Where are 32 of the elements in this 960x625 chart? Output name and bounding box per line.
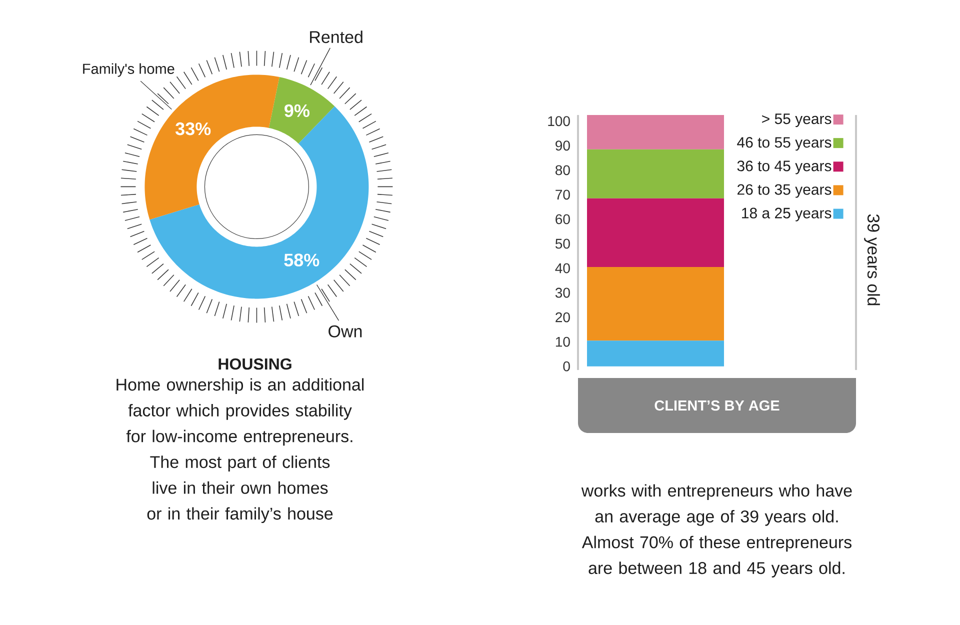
y-tick-label: 50 <box>555 238 570 249</box>
legend-label: 26 to 35 years <box>737 184 832 198</box>
y-tick-label: 30 <box>555 288 570 298</box>
y-tick-label: 60 <box>556 214 570 224</box>
y-tick-label: 80 <box>556 165 570 176</box>
text: HOUSING <box>218 358 292 370</box>
slice-label: Own <box>328 325 362 338</box>
legend-label: > 55 years <box>762 114 832 128</box>
y-tick-label: 10 <box>556 336 570 347</box>
legend-label: 18 a 25 years <box>742 208 832 222</box>
legend-label: 36 to 45 years <box>737 160 832 174</box>
y-tick-label: 20 <box>556 312 570 322</box>
text: 39 years old <box>864 214 880 306</box>
data-label: 33% <box>175 122 211 136</box>
text: works with entrepreneurs who have an average age of 39 years old. Almost 70% of these entrepreneurs are between 18 and 45 years old. <box>581 484 852 578</box>
y-tick-label: 70 <box>556 190 570 200</box>
y-tick-label: 100 <box>548 116 570 126</box>
x-axis-title: CLIENT’S BY AGE <box>654 400 780 411</box>
slice-label: Rented <box>310 30 362 44</box>
data-label: 58% <box>284 254 320 266</box>
bar <box>587 267 724 341</box>
bar <box>587 340 724 366</box>
y-tick-label: 0 <box>563 361 570 372</box>
text: Home ownership is an additional factor which provides stability for low-income entrepreneurs. The most part of clients live in their own homes or in their family’s house <box>116 378 364 524</box>
bar <box>587 149 724 198</box>
legend-label: 46 to 55 years <box>737 137 832 151</box>
bar <box>587 198 724 268</box>
bar <box>587 115 724 150</box>
y-tick-label: 90 <box>556 140 570 151</box>
data-label: 9% <box>284 104 310 118</box>
y-tick-label: 40 <box>555 263 570 274</box>
slice-label: Family's home <box>83 63 174 77</box>
